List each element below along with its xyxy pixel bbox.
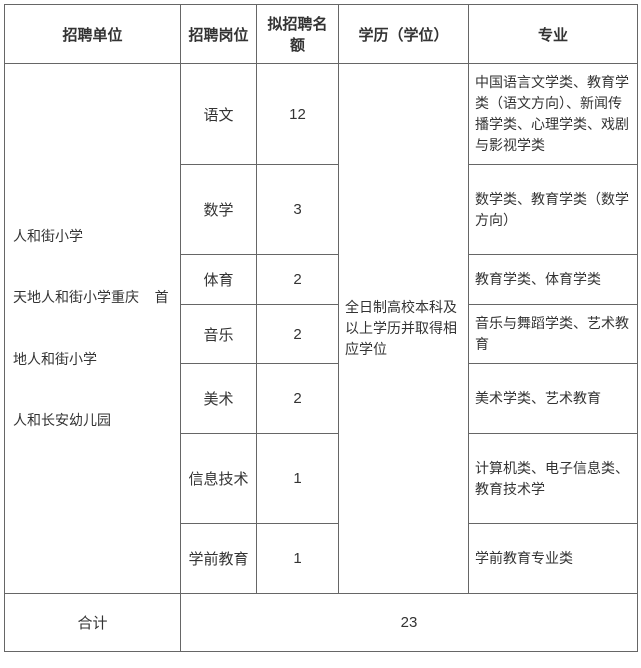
unit-line: 人和长安幼儿园 bbox=[13, 405, 174, 436]
cell-major: 数学类、教育学类（数学方向） bbox=[469, 165, 638, 255]
cell-position: 信息技术 bbox=[181, 434, 257, 524]
unit-line: 天地人和街小学重庆 首 bbox=[13, 282, 174, 313]
cell-position: 语文 bbox=[181, 64, 257, 165]
header-major: 专业 bbox=[469, 5, 638, 64]
header-unit: 招聘单位 bbox=[5, 5, 181, 64]
cell-major: 中国语言文学类、教育学类（语文方向）、新闻传播学类、心理学类、戏剧与影视学类 bbox=[469, 64, 638, 165]
unit-line: 人和街小学 bbox=[13, 221, 174, 252]
cell-major: 计算机类、电子信息类、教育技术学 bbox=[469, 434, 638, 524]
header-position: 招聘岗位 bbox=[181, 5, 257, 64]
cell-major: 学前教育专业类 bbox=[469, 524, 638, 594]
cell-position: 体育 bbox=[181, 255, 257, 305]
cell-position: 美术 bbox=[181, 364, 257, 434]
cell-education: 全日制高校本科及以上学历并取得相应学位 bbox=[339, 64, 469, 594]
cell-total-value: 23 bbox=[181, 594, 638, 652]
table-header-row: 招聘单位 招聘岗位 拟招聘名额 学历（学位） 专业 bbox=[5, 5, 638, 64]
cell-total-label: 合计 bbox=[5, 594, 181, 652]
cell-quota: 3 bbox=[257, 165, 339, 255]
cell-position: 学前教育 bbox=[181, 524, 257, 594]
unit-line: 地人和街小学 bbox=[13, 344, 174, 375]
table-total-row: 合计 23 bbox=[5, 594, 638, 652]
header-education: 学历（学位） bbox=[339, 5, 469, 64]
cell-quota: 2 bbox=[257, 255, 339, 305]
cell-quota: 2 bbox=[257, 364, 339, 434]
cell-quota: 12 bbox=[257, 64, 339, 165]
cell-major: 教育学类、体育学类 bbox=[469, 255, 638, 305]
cell-major: 美术学类、艺术教育 bbox=[469, 364, 638, 434]
cell-quota: 2 bbox=[257, 305, 339, 364]
cell-quota: 1 bbox=[257, 434, 339, 524]
cell-unit: 人和街小学 天地人和街小学重庆 首 地人和街小学 人和长安幼儿园 bbox=[5, 64, 181, 594]
cell-position: 音乐 bbox=[181, 305, 257, 364]
cell-position: 数学 bbox=[181, 165, 257, 255]
table-row: 人和街小学 天地人和街小学重庆 首 地人和街小学 人和长安幼儿园 语文 12 全… bbox=[5, 64, 638, 165]
header-quota: 拟招聘名额 bbox=[257, 5, 339, 64]
cell-major: 音乐与舞蹈学类、艺术教育 bbox=[469, 305, 638, 364]
recruitment-table: 招聘单位 招聘岗位 拟招聘名额 学历（学位） 专业 人和街小学 天地人和街小学重… bbox=[4, 4, 638, 652]
cell-quota: 1 bbox=[257, 524, 339, 594]
